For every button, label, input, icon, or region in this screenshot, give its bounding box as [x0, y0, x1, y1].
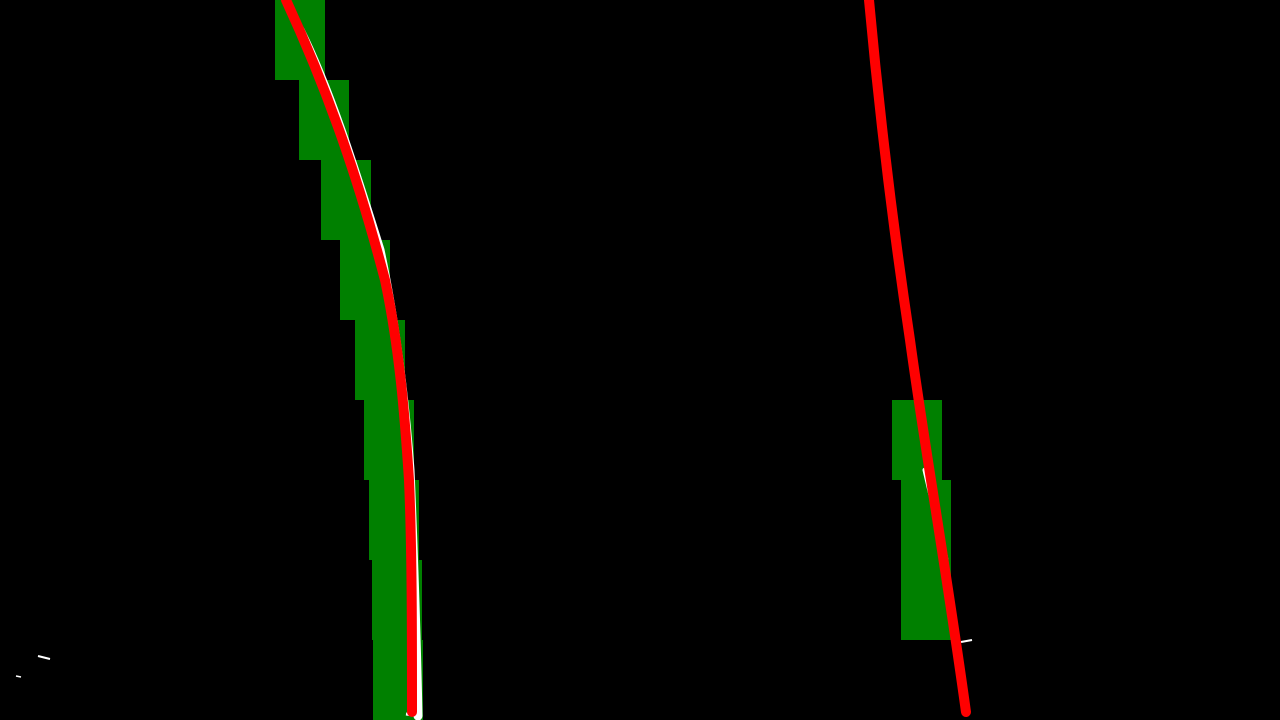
right-lane-windows [892, 400, 951, 640]
noise-speck [37, 655, 51, 660]
noise-speck [960, 639, 973, 643]
right-lane-fit-line [864, 0, 971, 717]
fitted-lines [281, 0, 971, 717]
left-lane-fit-line [281, 0, 417, 717]
noise-speck [15, 675, 22, 678]
